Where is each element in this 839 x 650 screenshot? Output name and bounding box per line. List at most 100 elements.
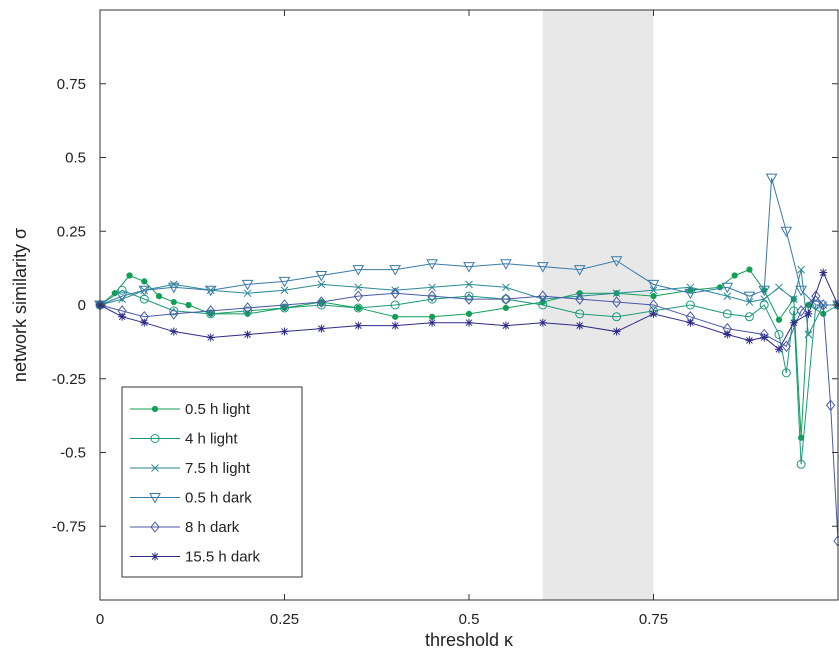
data-point bbox=[612, 327, 621, 336]
data-point bbox=[280, 286, 289, 295]
data-point bbox=[392, 313, 399, 320]
data-point bbox=[279, 299, 290, 311]
data-point bbox=[390, 287, 400, 300]
data-point bbox=[427, 290, 437, 302]
data-point bbox=[789, 295, 798, 303]
x-tick-label: 0.25 bbox=[270, 611, 299, 628]
data-point bbox=[647, 279, 660, 291]
data-point bbox=[206, 309, 216, 319]
data-point bbox=[316, 296, 327, 308]
y-tick-label: -0.5 bbox=[60, 445, 86, 462]
data-point bbox=[118, 312, 127, 321]
data-point bbox=[795, 285, 807, 297]
x-axis-label: threshold κ bbox=[425, 630, 514, 650]
legend-marker bbox=[149, 493, 161, 504]
y-tick-label: 0.75 bbox=[57, 76, 86, 93]
data-point bbox=[354, 321, 363, 330]
tick-layer: 0 0.25 0.5 0.75 0.75 0.5 0.25 0 -0.25 -0.5 -0.75 bbox=[52, 10, 838, 628]
data-point bbox=[611, 296, 622, 308]
data-point bbox=[317, 324, 326, 333]
data-point bbox=[610, 256, 623, 267]
data-point bbox=[206, 305, 216, 317]
x-tick-label: 0.75 bbox=[639, 611, 668, 628]
data-point bbox=[804, 330, 813, 339]
data-point bbox=[390, 300, 400, 310]
data-point bbox=[780, 226, 793, 238]
data-point bbox=[465, 280, 473, 289]
data-point bbox=[426, 259, 438, 270]
data-point bbox=[140, 318, 149, 327]
data-point bbox=[243, 289, 252, 298]
data-point bbox=[760, 333, 769, 342]
data-point bbox=[353, 303, 363, 313]
data-point bbox=[575, 293, 585, 305]
legend-marker bbox=[151, 405, 159, 413]
data-point bbox=[354, 283, 363, 292]
data-point bbox=[746, 266, 753, 273]
data-point bbox=[538, 290, 548, 302]
legend-item: 15.5 h dark bbox=[130, 549, 261, 566]
y-axis-label: network similarity σ bbox=[10, 228, 30, 382]
legend-marker bbox=[151, 552, 159, 561]
legend-box bbox=[121, 386, 303, 578]
data-point bbox=[141, 278, 148, 285]
legend-marker bbox=[151, 464, 159, 472]
data-point bbox=[731, 272, 738, 279]
data-point bbox=[818, 299, 828, 311]
data-point bbox=[775, 283, 783, 292]
shaded-region-layer bbox=[542, 10, 654, 600]
data-point bbox=[502, 283, 510, 292]
data-point bbox=[241, 279, 254, 291]
legend-label: 7.5 h light bbox=[185, 460, 251, 477]
series-line bbox=[99, 289, 838, 465]
data-point bbox=[316, 300, 326, 310]
legend-label: 4 h light bbox=[185, 431, 238, 448]
data-point bbox=[685, 300, 695, 310]
series-line bbox=[99, 178, 838, 306]
y-tick-label: 0.25 bbox=[57, 223, 86, 240]
data-point bbox=[575, 309, 585, 319]
data-point bbox=[684, 288, 697, 300]
data-point bbox=[649, 309, 658, 318]
data-point bbox=[805, 301, 812, 309]
data-point bbox=[170, 298, 177, 306]
data-point bbox=[465, 310, 473, 317]
data-point bbox=[765, 173, 778, 185]
data-point bbox=[116, 291, 128, 303]
data-point bbox=[243, 330, 252, 339]
legend-marker bbox=[150, 434, 160, 443]
series-line bbox=[99, 292, 839, 542]
data-point bbox=[743, 291, 756, 303]
data-point bbox=[428, 283, 436, 292]
data-point bbox=[465, 318, 473, 327]
legend-item: 0.5 h light bbox=[130, 401, 251, 418]
data-point bbox=[536, 262, 549, 273]
legend-item: 4 h light bbox=[130, 431, 238, 448]
legend-marker bbox=[150, 521, 160, 533]
legend-item: 8 h dark bbox=[130, 519, 240, 536]
data-point bbox=[280, 327, 289, 336]
legend-label: 0.5 h light bbox=[185, 401, 251, 418]
data-point bbox=[573, 265, 586, 276]
data-point bbox=[789, 318, 798, 327]
data-point bbox=[315, 271, 328, 282]
data-point bbox=[744, 312, 754, 322]
legend-label: 15.5 h dark bbox=[185, 549, 261, 566]
data-point bbox=[126, 272, 133, 279]
data-point bbox=[797, 265, 805, 274]
data-point bbox=[825, 399, 836, 412]
data-point bbox=[819, 268, 828, 277]
data-point bbox=[722, 309, 732, 319]
data-point bbox=[760, 295, 769, 303]
data-point bbox=[612, 289, 621, 298]
data-point bbox=[759, 300, 769, 310]
data-point bbox=[185, 301, 192, 309]
data-point bbox=[723, 330, 732, 339]
data-point bbox=[686, 318, 695, 327]
data-point bbox=[463, 262, 475, 273]
x-tick-label: 0 bbox=[96, 611, 104, 628]
data-point bbox=[721, 282, 734, 294]
data-point bbox=[169, 308, 179, 320]
data-point bbox=[501, 321, 510, 330]
